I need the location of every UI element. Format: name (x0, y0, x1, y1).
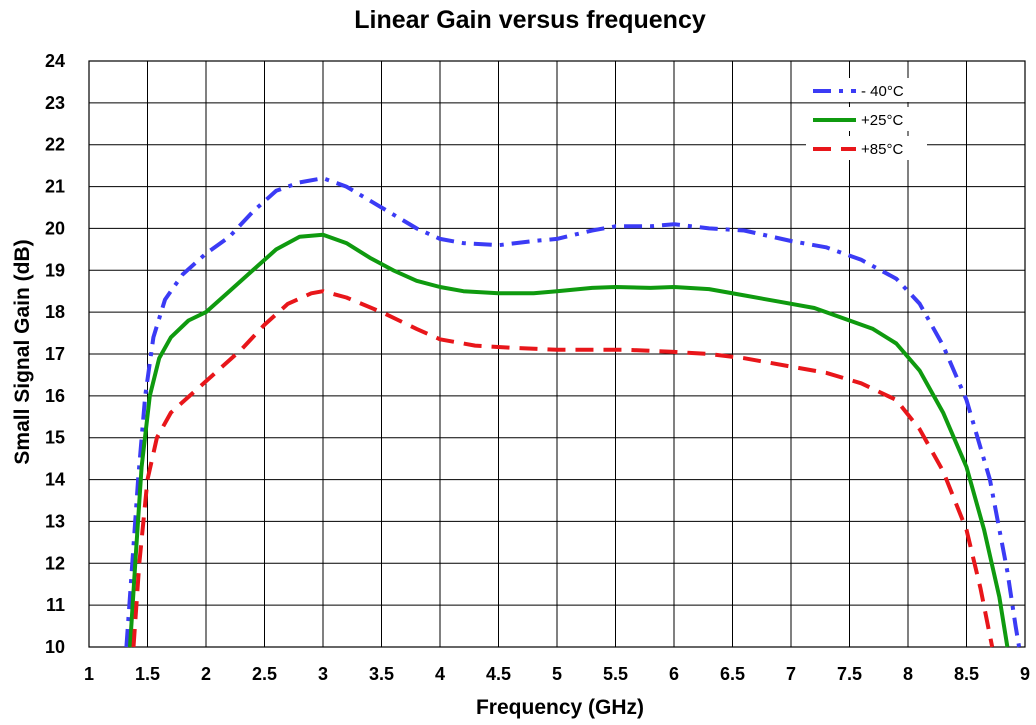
legend-label-0: - 40°C (861, 83, 904, 100)
y-tick-label: 23 (45, 93, 65, 113)
legend-label-2: +85°C (861, 141, 903, 158)
y-tick-label: 20 (45, 218, 65, 238)
x-tick-label: 6.5 (720, 664, 745, 684)
legend: - 40°C +25°C +85°C (806, 78, 927, 160)
y-tick-label: 13 (45, 511, 65, 531)
series-line-2 (131, 289, 995, 648)
y-tick-label: 16 (45, 386, 65, 406)
series-line-1 (128, 232, 1010, 648)
y-tick-label: 15 (45, 428, 65, 448)
y-tick-label: 11 (46, 595, 65, 615)
x-tick-label: 8 (903, 664, 913, 684)
y-tick-label: 24 (45, 51, 65, 71)
y-tick-label: 21 (45, 177, 65, 197)
x-tick-label: 3 (318, 664, 328, 684)
series-line-0 (124, 176, 1022, 648)
x-tick-label: 9 (1020, 664, 1030, 684)
grid (88, 60, 1026, 648)
chart-title: Linear Gain versus frequency (354, 6, 706, 34)
series-group (124, 176, 1022, 648)
x-tick-label: 2 (201, 664, 211, 684)
x-tick-label: 1.5 (135, 664, 160, 684)
x-tick-label: 5 (552, 664, 562, 684)
x-tick-label: 7.5 (837, 664, 862, 684)
y-tick-label: 22 (45, 135, 65, 155)
x-tick-label: 4 (435, 664, 445, 684)
x-axis-ticks: 1 1.5 2 2.5 3 3.5 4 4.5 5 5.5 6 6.5 7 7.5 8 8.5 9 (84, 664, 1030, 684)
x-tick-label: 2.5 (252, 664, 277, 684)
y-tick-label: 17 (45, 344, 65, 364)
x-tick-label: 8.5 (954, 664, 979, 684)
y-tick-label: 14 (45, 470, 65, 490)
x-axis-title: Frequency (GHz) (476, 696, 644, 719)
x-tick-label: 3.5 (369, 664, 394, 684)
y-tick-label: 18 (45, 302, 65, 322)
x-tick-label: 4.5 (486, 664, 511, 684)
x-tick-label: 7 (786, 664, 796, 684)
y-tick-label: 10 (45, 637, 65, 657)
y-axis-ticks: 10 11 12 13 14 15 16 17 18 19 20 21 22 23 24 (45, 51, 65, 657)
x-tick-label: 6 (669, 664, 679, 684)
y-tick-label: 19 (45, 260, 65, 280)
legend-label-1: +25°C (861, 112, 903, 129)
y-axis-title: Small Signal Gain (dB) (11, 239, 34, 464)
x-tick-label: 5.5 (603, 664, 628, 684)
x-tick-label: 1 (84, 664, 94, 684)
y-tick-label: 12 (45, 553, 65, 573)
